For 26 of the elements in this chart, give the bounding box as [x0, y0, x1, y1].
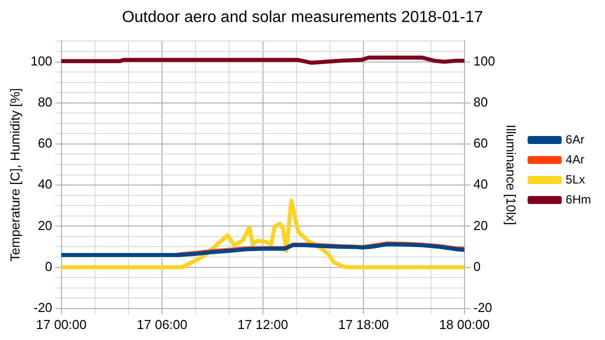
y-tick-label: 0	[45, 258, 52, 274]
y2-tick-label: -20	[473, 300, 492, 315]
legend-label: 5Lx	[566, 172, 586, 186]
legend-label: 6Hm	[566, 192, 592, 206]
y2-tick-label: 80	[473, 94, 488, 110]
chart-title: Outdoor aero and solar measurements 2018-01-17	[122, 9, 484, 26]
y2-tick-label: 60	[473, 136, 488, 151]
y-tick-label: 80	[38, 94, 52, 110]
y2-tick-label: 40	[473, 176, 488, 192]
y2-tick-label: 0	[473, 258, 481, 274]
x-tick-label: 17 12:00	[238, 316, 288, 332]
y-tick-label: 20	[38, 218, 52, 233]
x-tick-label: 18 00:00	[439, 316, 490, 332]
y2-axis-title: Illuminance [10lx]	[503, 124, 518, 226]
y2-tick-label: 100	[473, 53, 496, 68]
y-tick-label: -20	[33, 300, 52, 315]
y2-tick-label: 20	[473, 218, 488, 233]
x-tick-label: 17 06:00	[136, 316, 188, 332]
y-tick-label: 60	[38, 136, 52, 151]
x-tick-label: 17 00:00	[36, 316, 87, 332]
x-tick-label: 17 18:00	[338, 316, 389, 332]
y-axis-title: Temperature [C], Humidity [%]	[7, 88, 22, 262]
y-tick-label: 40	[38, 176, 52, 192]
legend-label: 6Ar	[566, 132, 584, 146]
y-tick-label: 100	[30, 53, 52, 68]
legend-label: 4Ar	[566, 152, 584, 166]
